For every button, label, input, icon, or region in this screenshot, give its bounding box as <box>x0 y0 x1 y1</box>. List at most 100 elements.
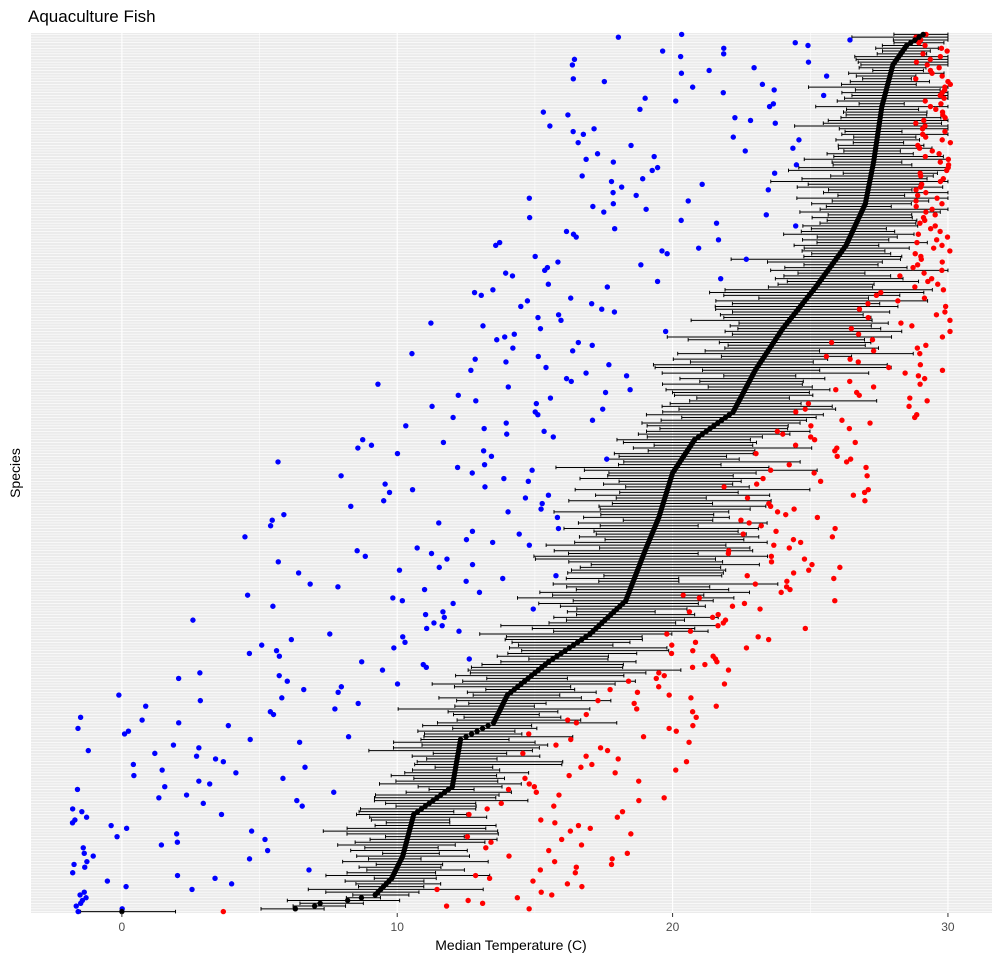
min-temp-point <box>174 839 181 845</box>
min-temp-point <box>685 198 691 204</box>
max-temp-point <box>661 672 667 679</box>
max-temp-point <box>729 603 736 609</box>
min-temp-point <box>643 206 649 212</box>
median-point <box>430 797 436 804</box>
error-bar <box>552 582 779 586</box>
error-bar <box>625 485 750 489</box>
min-temp-point <box>599 306 605 312</box>
min-temp-point <box>130 761 137 768</box>
min-temp-point <box>481 425 487 432</box>
error-bar <box>595 532 747 536</box>
max-temp-point <box>792 442 799 448</box>
error-bar <box>467 668 682 672</box>
error-bar <box>436 721 618 725</box>
max-temp-point <box>466 811 472 818</box>
min-temp-point <box>500 575 506 582</box>
max-temp-point <box>575 822 582 829</box>
max-temp-point <box>553 742 559 748</box>
min-temp-point <box>262 836 268 843</box>
max-temp-point <box>484 806 490 812</box>
min-temp-point <box>664 250 670 257</box>
error-bar <box>632 446 813 450</box>
max-temp-point <box>865 300 871 307</box>
median-point <box>691 436 698 443</box>
max-temp-point <box>917 170 923 176</box>
min-temp-point <box>537 325 544 332</box>
max-temp-point <box>843 459 850 465</box>
min-temp-point <box>610 201 617 207</box>
min-temp-point <box>196 745 202 751</box>
min-temp-point <box>359 436 366 443</box>
max-temp-point <box>942 309 948 315</box>
max-temp-point <box>753 481 760 487</box>
error-bar <box>842 110 928 114</box>
min-temp-point <box>662 328 669 335</box>
error-bar <box>454 704 535 708</box>
error-bar <box>729 324 872 328</box>
min-temp-point <box>547 395 554 401</box>
max-temp-point <box>656 684 662 690</box>
error-bar <box>350 848 468 853</box>
error-bar <box>574 487 811 492</box>
min-temp-point <box>488 453 495 460</box>
min-temp-point <box>73 903 79 909</box>
min-temp-point <box>80 845 86 851</box>
min-temp-point <box>526 542 533 548</box>
min-temp-point <box>85 747 91 754</box>
max-temp-point <box>939 267 945 274</box>
max-temp-point <box>878 289 884 296</box>
min-temp-point <box>611 309 618 315</box>
error-bar <box>505 634 643 639</box>
min-temp-point <box>197 670 203 676</box>
min-temp-point <box>159 767 165 773</box>
min-temp-point <box>555 525 562 532</box>
min-temp-point <box>541 428 547 435</box>
min-temp-point <box>793 162 800 168</box>
error-bar <box>831 199 930 203</box>
min-temp-point <box>162 783 168 790</box>
max-temp-point <box>726 548 732 554</box>
error-bar <box>575 587 730 592</box>
min-temp-point <box>142 703 149 709</box>
min-temp-point <box>570 76 577 82</box>
error-bar <box>358 884 425 889</box>
max-temp-point <box>615 756 621 762</box>
error-bar <box>539 590 750 595</box>
median-point <box>479 725 486 732</box>
max-temp-point <box>913 187 919 193</box>
error-bar <box>337 843 456 847</box>
max-temp-point <box>743 645 750 651</box>
max-temp-point <box>811 470 817 476</box>
min-temp-point <box>429 403 435 410</box>
min-temp-point <box>759 81 766 88</box>
x-tick-label: 20 <box>666 920 680 934</box>
min-temp-point <box>771 170 778 176</box>
error-bar <box>707 385 813 389</box>
min-temp-point <box>270 603 276 609</box>
min-temp-point <box>490 287 496 293</box>
max-temp-point <box>855 359 861 365</box>
max-temp-point <box>765 636 772 643</box>
min-temp-point <box>805 42 811 49</box>
min-temp-point <box>170 742 177 748</box>
min-temp-point <box>472 356 478 362</box>
median-point <box>715 420 721 426</box>
max-temp-point <box>924 62 930 68</box>
min-temp-point <box>220 759 227 765</box>
max-temp-point <box>897 273 903 279</box>
min-temp-point <box>771 87 777 93</box>
min-temp-point <box>610 159 617 165</box>
max-temp-point <box>583 711 589 718</box>
max-temp-point <box>664 631 670 637</box>
max-temp-point <box>666 725 672 732</box>
error-bar <box>576 607 688 611</box>
error-bar <box>770 268 949 273</box>
max-temp-point <box>856 306 863 312</box>
median-point <box>903 42 910 49</box>
min-temp-point <box>763 212 769 218</box>
error-bar <box>567 571 724 575</box>
max-temp-point <box>922 123 928 129</box>
error-bar <box>374 823 497 828</box>
max-temp-point <box>846 425 853 432</box>
median-point <box>908 40 914 46</box>
